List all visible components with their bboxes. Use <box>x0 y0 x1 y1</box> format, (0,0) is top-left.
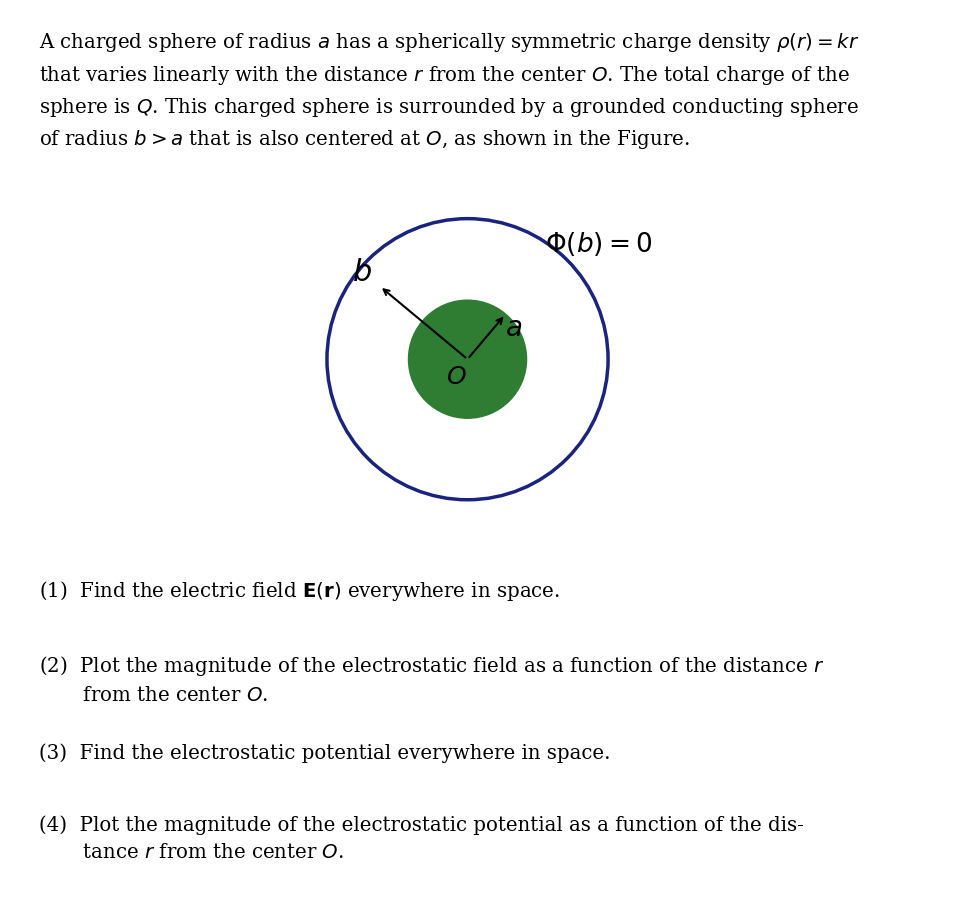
Text: $a$: $a$ <box>506 315 522 342</box>
Text: (3)  Find the electrostatic potential everywhere in space.: (3) Find the electrostatic potential eve… <box>39 744 611 763</box>
Text: (1)  Find the electric field $\mathbf{E}(\mathbf{r})$ everywhere in space.: (1) Find the electric field $\mathbf{E}(… <box>39 579 560 603</box>
Text: (4)  Plot the magnitude of the electrostatic potential as a function of the dis-: (4) Plot the magnitude of the electrosta… <box>39 815 804 862</box>
Circle shape <box>408 300 527 418</box>
Text: $\Phi(b) = 0$: $\Phi(b) = 0$ <box>544 230 653 258</box>
Text: $O$: $O$ <box>446 366 467 389</box>
Text: (2)  Plot the magnitude of the electrostatic field as a function of the distance: (2) Plot the magnitude of the electrosta… <box>39 654 824 705</box>
Text: $b$: $b$ <box>353 257 372 287</box>
Text: A charged sphere of radius $a$ has a spherically symmetric charge density $\rho(: A charged sphere of radius $a$ has a sph… <box>39 31 859 152</box>
